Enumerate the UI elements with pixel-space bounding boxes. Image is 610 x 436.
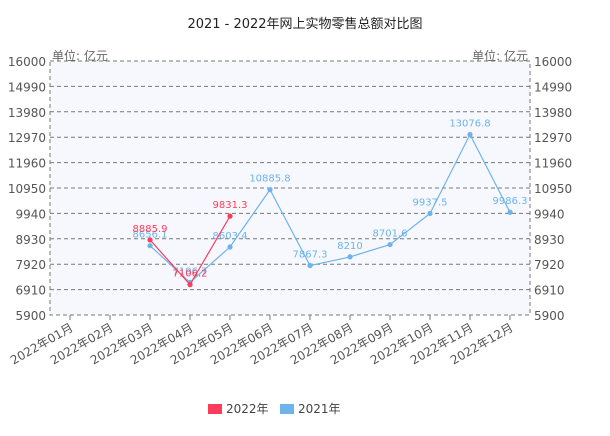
y-tick-label-right: 9940 [534, 207, 565, 221]
series-0: 8885.9 7106.2 9831.3 [133, 200, 248, 288]
data-label: 7867.3 [293, 250, 328, 261]
y-tick-label-left: 16000 [8, 55, 46, 69]
y-tick-label-right: 12970 [534, 131, 572, 145]
data-label: 9937.5 [413, 197, 448, 208]
y-tick-label-left: 13980 [8, 106, 46, 120]
data-label: 13076.8 [449, 119, 490, 130]
y-tick-label-left: 8930 [15, 233, 46, 247]
data-label: 10885.8 [249, 174, 290, 185]
y-tick-label-right: 14990 [534, 80, 572, 94]
data-label: 9986.3 [493, 196, 528, 207]
y-tick-label-right: 6910 [534, 284, 565, 298]
data-point[interactable] [267, 187, 273, 193]
grid [50, 85, 530, 291]
data-label: 8603.4 [213, 231, 248, 242]
legend-label: 2022年 [226, 402, 269, 416]
series-1: 8656.1 7196.7 8603.4 10885.8 7867.3 8210 8701.… [133, 119, 528, 285]
y-tick-label-left: 5900 [15, 309, 46, 323]
data-point[interactable] [507, 209, 513, 215]
y-axis-left: 5900 6910 7920 8930 9940 10950 11960 12970 13980… [8, 55, 46, 323]
y-tick-label-left: 10950 [8, 182, 46, 196]
data-point[interactable] [227, 213, 233, 219]
y-tick-label-left: 9940 [15, 207, 46, 221]
data-point[interactable] [467, 131, 473, 138]
data-point[interactable] [227, 244, 233, 250]
data-point[interactable] [187, 282, 193, 288]
y-tick-label-right: 8930 [534, 233, 565, 247]
data-label: 7196.7 [173, 266, 208, 277]
series-line [149, 133, 511, 284]
data-label: 8885.9 [133, 224, 168, 235]
chart-title: 2021 - 2022年网上实物零售总额对比图 [187, 16, 422, 32]
y-tick-label-right: 13980 [534, 106, 572, 120]
data-label: 9831.3 [213, 200, 248, 211]
y-tick-label-left: 12970 [8, 131, 46, 145]
data-point[interactable] [307, 262, 313, 269]
y-tick-label-right: 5900 [534, 309, 565, 323]
data-point[interactable] [147, 243, 153, 249]
data-label: 8210 [337, 241, 362, 252]
data-point[interactable] [147, 237, 153, 243]
data-label: 8656.1 [133, 230, 168, 241]
y-tick-label-right: 16000 [534, 55, 572, 69]
legend-swatch [280, 404, 294, 414]
y-tick-label-left: 14990 [8, 80, 46, 94]
y-tick-label-right: 7920 [534, 258, 565, 272]
y-tick-label-left: 7920 [15, 258, 46, 272]
series-layer: 8656.1 7196.7 8603.4 10885.8 7867.3 8210 8701.… [133, 119, 528, 288]
data-point[interactable] [427, 210, 433, 217]
legend-label: 2021年 [298, 402, 341, 416]
y-tick-label-left: 6910 [15, 284, 46, 298]
data-point[interactable] [347, 254, 353, 260]
y-tick-label-right: 10950 [534, 182, 572, 196]
unit-label-right: 单位: 亿元 [472, 48, 528, 63]
x-axis: 2022年01月2022年02月2022年03月2022年04月2022年05月… [8, 315, 516, 368]
data-point[interactable] [387, 241, 393, 248]
legend[interactable]: 2022年 2021年 [208, 402, 341, 416]
y-axis-right: 5900 6910 7920 8930 9940 10950 11960 12970 13980… [534, 55, 572, 323]
y-tick-label-left: 11960 [8, 157, 46, 171]
data-label: 7106.2 [173, 269, 208, 280]
legend-item-0[interactable]: 2022年 [208, 402, 269, 416]
data-label: 8701.6 [373, 229, 408, 240]
legend-swatch [208, 404, 222, 414]
legend-item-1[interactable]: 2021年 [280, 402, 341, 416]
unit-label-left: 单位: 亿元 [52, 48, 108, 63]
y-tick-label-right: 11960 [534, 157, 572, 171]
